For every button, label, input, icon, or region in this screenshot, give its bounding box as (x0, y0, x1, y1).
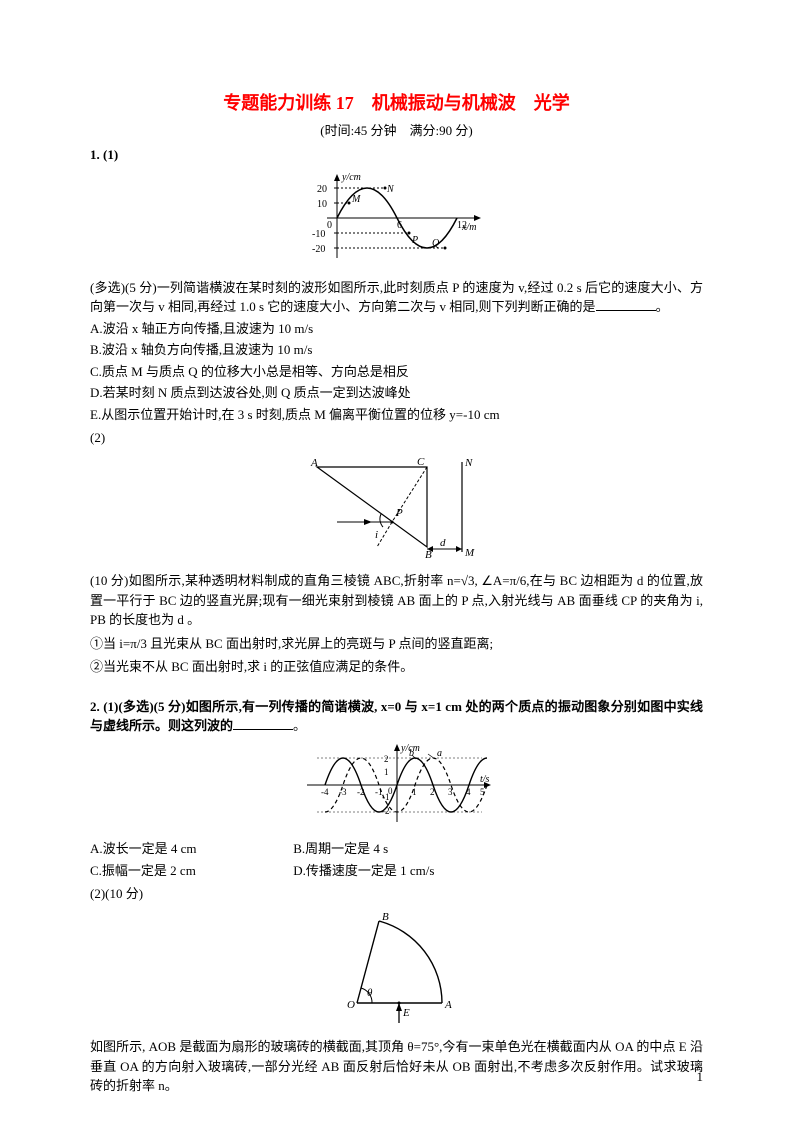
q2-xaxis: t/s (480, 774, 490, 785)
page-subtitle: (时间:45 分钟 满分:90 分) (90, 121, 703, 141)
q1-stem2b: ①当 i=π/3 且光束从 BC 面出射时,求光屏上的亮斑与 P 点间的竖直距离… (90, 634, 703, 654)
sector-O: O (347, 999, 355, 1011)
label-N: N (386, 184, 395, 195)
q1-figure2: A C B N M P i d (90, 452, 703, 568)
screen-N: N (464, 457, 473, 469)
screen-M: M (464, 547, 475, 559)
q2-blank-suffix: 。 (293, 718, 306, 733)
ytick-20: 20 (317, 184, 327, 195)
sector-B: B (382, 911, 389, 923)
label-M: M (351, 194, 361, 205)
yaxis-label: y/cm (341, 172, 361, 183)
q2-xt-n4: -4 (321, 787, 329, 797)
q2-options-row2: C.振幅一定是 2 cm D.传播速度一定是 1 cm/s (90, 861, 703, 881)
q2-ytick-1: 1 (384, 767, 389, 777)
q1-figure1: 20 10 0 -10 -20 6 12 M N P Q y/cm x/m (90, 168, 703, 274)
q1-options: A.波沿 x 轴正方向传播,且波速为 10 m/s B.波沿 x 轴负方向传播,… (90, 319, 703, 425)
q2-opt-d: D.传播速度一定是 1 cm/s (293, 863, 434, 878)
ytick-0: 0 (327, 220, 332, 231)
q1-stem2a: (10 分)如图所示,某种透明材料制成的直角三棱镜 ABC,折射率 n=√3, … (90, 571, 703, 630)
q1-opt-d: D.若某时刻 N 质点到达波谷处,则 Q 质点一定到达波峰处 (90, 383, 703, 403)
q2-stem-text: 2. (1)(多选)(5 分)如图所示,有一列传播的简谐横波, x=0 与 x=… (90, 699, 703, 734)
q2-figure1: 2 1 0 -1 -2 -4 -3 -2 -1 1 2 3 4 5 a b y/… (90, 740, 703, 836)
q1-opt-e: E.从图示位置开始计时,在 3 s 时刻,质点 M 偏离平衡位置的位移 y=-1… (90, 405, 703, 425)
q1-stem2c: ②当光束不从 BC 面出射时,求 i 的正弦值应满足的条件。 (90, 657, 703, 677)
q2-opt-c: C.振幅一定是 2 cm (90, 861, 290, 881)
q2-stem: 2. (1)(多选)(5 分)如图所示,有一列传播的简谐横波, x=0 与 x=… (90, 697, 703, 736)
q2-opt-a: A.波长一定是 4 cm (90, 839, 290, 859)
q1-blank1-suffix: 。 (656, 299, 669, 314)
sector-theta: θ (367, 987, 373, 999)
q2-stem2: 如图所示, AOB 是截面为扇形的玻璃砖的横截面,其顶角 θ=75°,今有一束单… (90, 1037, 703, 1096)
xaxis-label: x/m (461, 222, 476, 233)
q1-stem1: (多选)(5 分)一列简谐横波在某时刻的波形如图所示,此时刻质点 P 的速度为 … (90, 278, 703, 317)
ytick-n10: -10 (312, 229, 325, 240)
q1-opt-b: B.波沿 x 轴负方向传播,且波速为 10 m/s (90, 340, 703, 360)
q1-number: 1. (1) (90, 145, 703, 165)
q2-ytick-2: 2 (384, 754, 389, 764)
prism-B: B (425, 549, 432, 561)
q2-yaxis: y/cm (400, 743, 420, 754)
dim-d: d (440, 537, 446, 549)
q1-opt-a: A.波沿 x 轴正方向传播,且波速为 10 m/s (90, 319, 703, 339)
q2-figure2: O A B E θ (90, 908, 703, 1034)
curve-a: a (437, 748, 442, 759)
prism-A: A (310, 457, 318, 469)
page-number: 1 (697, 1067, 704, 1087)
q2-xt-n3: -3 (339, 787, 347, 797)
q2-blank (233, 716, 293, 730)
q2-opt-b: B.周期一定是 4 s (293, 841, 388, 856)
q2-sub2-label: (2)(10 分) (90, 884, 703, 904)
prism-C: C (417, 456, 425, 468)
page-title: 专题能力训练 17 机械振动与机械波 光学 (90, 90, 703, 117)
q2-options-row1: A.波长一定是 4 cm B.周期一定是 4 s (90, 839, 703, 859)
ytick-10: 10 (317, 199, 327, 210)
q1-sub2-label: (2) (90, 428, 703, 448)
q1-blank1 (596, 297, 656, 311)
angle-i: i (375, 529, 378, 541)
sector-A: A (444, 999, 452, 1011)
label-P: P (411, 235, 418, 246)
label-Q: Q (432, 238, 440, 249)
q1-opt-c: C.质点 M 与质点 Q 的位移大小总是相等、方向总是相反 (90, 362, 703, 382)
sector-E: E (402, 1007, 410, 1019)
ytick-n20: -20 (312, 244, 325, 255)
point-P: P (395, 507, 403, 519)
spacer (90, 677, 703, 693)
